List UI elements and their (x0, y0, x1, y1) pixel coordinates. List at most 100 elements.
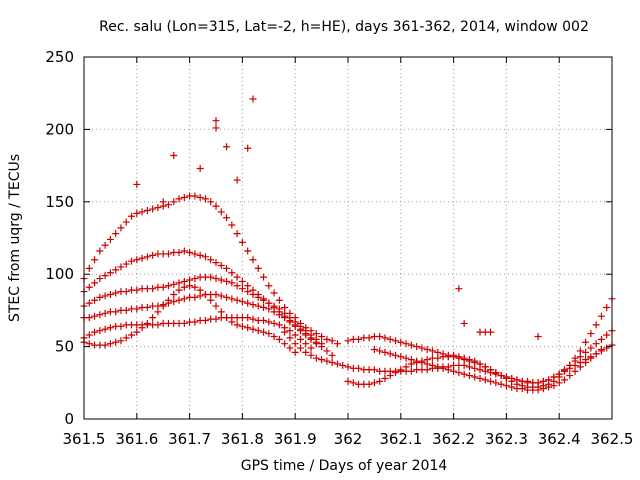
x-tick-label: 361.7 (168, 430, 211, 448)
y-tick-label: 200 (45, 120, 74, 138)
data-point (117, 337, 125, 345)
data-point (275, 335, 283, 343)
chart-title: Rec. salu (Lon=315, Lat=-2, h=HE), days … (99, 19, 589, 35)
data-point (201, 317, 209, 325)
data-point (481, 363, 489, 371)
data-point (112, 230, 120, 238)
data-point (487, 328, 495, 336)
data-point (164, 201, 172, 209)
data-point (133, 305, 141, 313)
data-point (164, 282, 172, 290)
data-point (502, 382, 510, 390)
data-point (386, 335, 394, 343)
data-point (244, 288, 252, 296)
data-point (502, 373, 510, 381)
data-point (471, 373, 479, 381)
data-point (117, 322, 125, 330)
data-point (333, 360, 341, 368)
data-point (571, 357, 579, 365)
data-point (191, 192, 199, 200)
data-point (434, 363, 442, 371)
data-point (333, 340, 341, 348)
data-point (582, 338, 590, 346)
data-point (397, 366, 405, 374)
data-point (260, 328, 268, 336)
data-point (212, 259, 220, 267)
data-point (260, 304, 268, 312)
data-point (143, 253, 151, 261)
data-point (238, 298, 246, 306)
data-point (122, 218, 130, 226)
x-tick-label: 362.4 (538, 430, 581, 448)
data-point (85, 340, 93, 348)
data-point (201, 290, 209, 298)
data-point (85, 283, 93, 291)
data-point (138, 254, 146, 262)
data-point (91, 328, 99, 336)
data-point (244, 299, 252, 307)
data-point (455, 285, 463, 293)
data-point (85, 314, 93, 322)
data-point (122, 288, 130, 296)
gridlines (84, 57, 612, 419)
data-point (402, 340, 410, 348)
data-point (254, 293, 262, 301)
data-point (180, 295, 188, 303)
data-point (323, 335, 331, 343)
data-point (260, 317, 268, 325)
data-point (201, 253, 209, 261)
data-point (318, 332, 326, 340)
data-point (434, 354, 442, 362)
x-tick-label: 362 (334, 430, 363, 448)
data-point (170, 298, 178, 306)
data-point (450, 367, 458, 375)
data-point (339, 361, 347, 369)
data-point (291, 322, 299, 330)
data-point (492, 369, 500, 377)
data-point (101, 292, 109, 300)
data-point (112, 338, 120, 346)
data-point (550, 382, 558, 390)
data-point (576, 353, 584, 361)
axis-ticks: 361.5 361.6 361.7 361.8 361.9 362 362.1 362.2 36… (45, 48, 633, 448)
data-point (217, 308, 225, 316)
data-point (106, 235, 114, 243)
data-point (365, 334, 373, 342)
data-point (238, 322, 246, 330)
data-point (212, 202, 220, 210)
data-point (154, 308, 162, 316)
data-point (407, 367, 415, 375)
data-point (233, 230, 241, 238)
data-point (587, 354, 595, 362)
data-point (196, 286, 204, 294)
data-point (228, 269, 236, 277)
data-point (312, 340, 320, 348)
data-point (444, 366, 452, 374)
data-point (149, 205, 157, 213)
data-point (471, 357, 479, 365)
data-point (96, 311, 104, 319)
data-point (545, 383, 553, 391)
data-point (91, 296, 99, 304)
data-point (270, 332, 278, 340)
data-points (80, 95, 616, 394)
data-point (133, 256, 141, 264)
data-point (423, 360, 431, 368)
data-point (508, 383, 516, 391)
data-point (349, 379, 357, 387)
data-point (465, 372, 473, 380)
data-point (497, 380, 505, 388)
data-point (223, 264, 231, 272)
data-point (275, 296, 283, 304)
data-point (180, 283, 188, 291)
data-point (233, 296, 241, 304)
data-point (265, 305, 273, 313)
data-point (207, 198, 215, 206)
data-point (106, 324, 114, 332)
data-point (170, 280, 178, 288)
data-point (164, 250, 172, 258)
data-point (539, 377, 547, 385)
data-point (302, 331, 310, 339)
data-point (428, 361, 436, 369)
data-point (96, 293, 104, 301)
